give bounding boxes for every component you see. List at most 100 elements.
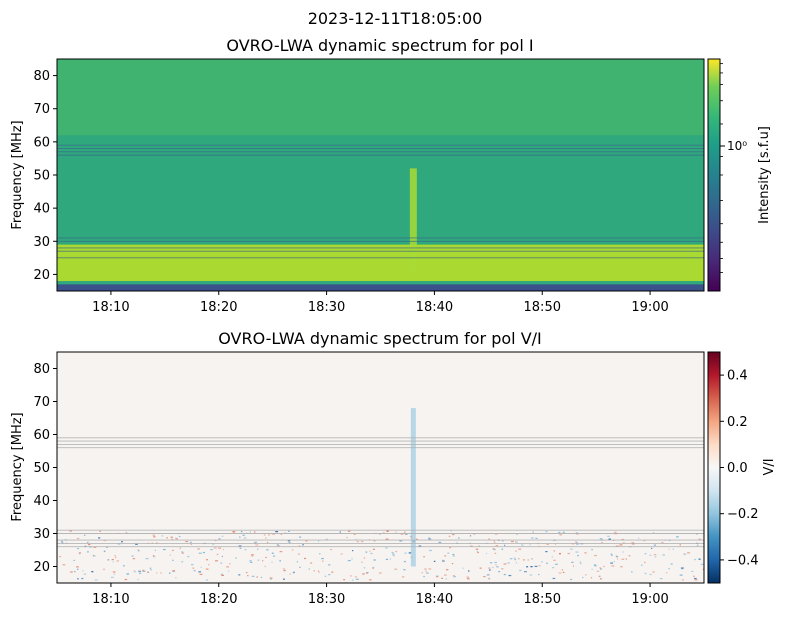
bottom-heatmap-speckle (670, 563, 673, 565)
bottom-heatmap-speckle (644, 572, 647, 575)
top-x-tick-label: 18:30 (308, 300, 345, 315)
bottom-heatmap-speckle (346, 536, 348, 539)
bottom-heatmap-speckle (523, 559, 525, 561)
bottom-heatmap-speckle (476, 551, 478, 553)
bottom-heatmap-speckle (98, 537, 101, 539)
bottom-heatmap-speckle (625, 558, 627, 560)
bottom-heatmap-speckle (226, 566, 230, 568)
bottom-heatmap-speckle (492, 548, 496, 551)
bottom-heatmap-speckle (610, 562, 614, 564)
bottom-heatmap-speckle (220, 573, 223, 575)
bottom-heatmap-speckle (515, 541, 517, 543)
bottom-heatmap-speckle (132, 558, 136, 560)
bottom-heatmap-speckle (365, 551, 368, 553)
bottom-heatmap-speckle (611, 565, 615, 567)
bottom-heatmap-speckle (421, 572, 423, 574)
bottom-heatmap-speckle (265, 549, 269, 551)
bottom-heatmap-speckle (190, 563, 194, 566)
bottom-heatmap-speckle (279, 550, 283, 553)
bottom-heatmap-speckle (603, 565, 605, 568)
bottom-heatmap-speckle (379, 533, 382, 535)
bottom-heatmap-speckle (134, 571, 137, 573)
bottom-heatmap-speckle (360, 540, 364, 543)
bottom-heatmap-speckle (385, 558, 389, 560)
bottom-heatmap-speckle (369, 550, 371, 552)
top-x-tick-label: 18:50 (524, 300, 561, 315)
bottom-heatmap-speckle (643, 540, 646, 542)
bottom-heatmap-speckle (210, 549, 213, 551)
bottom-heatmap-speckle (156, 572, 158, 574)
bottom-heatmap-speckle (150, 569, 152, 571)
bottom-heatmap-speckle (181, 552, 185, 554)
bottom-x-tick-label: 19:00 (631, 592, 668, 607)
bottom-heatmap-speckle (493, 540, 495, 542)
bottom-colorbar-ticks: −0.4 −0.2 0.0 0.2 0.4 (720, 369, 759, 568)
bottom-heatmap-speckle (268, 534, 270, 536)
bottom-heatmap-speckle (181, 551, 184, 553)
bottom-heatmap-speckle (284, 532, 286, 534)
bottom-heatmap-speckle (198, 552, 202, 554)
top-y-tick-label: 40 (33, 202, 50, 217)
bottom-heatmap-speckle (593, 563, 596, 566)
bottom-heatmap-speckle (288, 541, 291, 544)
bottom-heatmap-speckle (62, 564, 66, 566)
bottom-heatmap-speckle (111, 558, 114, 561)
bottom-heatmap-speckle (305, 540, 308, 542)
bottom-heatmap-speckle (641, 564, 643, 566)
bottom-heatmap-speckle (92, 554, 94, 557)
bottom-heatmap-speckle (238, 545, 242, 547)
bottom-heatmap-speckle (662, 554, 665, 556)
bottom-heatmap-speckle (599, 568, 602, 570)
bottom-heatmap-speckle (392, 553, 395, 555)
bottom-heatmap-speckle (77, 568, 79, 570)
bottom-heatmap-speckle (404, 531, 406, 533)
bottom-heatmap-speckle (575, 551, 579, 553)
bottom-heatmap-speckle (304, 557, 307, 560)
bottom-heatmap-speckle (444, 555, 447, 557)
top-y-tick-label: 30 (33, 235, 50, 250)
bottom-heatmap-speckle (277, 545, 280, 547)
bottom-x-ticks: 18:10 18:20 18:30 18:40 18:50 19:00 (92, 583, 669, 607)
bottom-heatmap-speckle (428, 538, 432, 540)
bottom-heatmap-speckle (529, 574, 533, 576)
top-x-tick-label: 18:20 (200, 300, 237, 315)
bottom-heatmap-speckle (596, 570, 600, 572)
bottom-heatmap-speckle (147, 571, 149, 573)
bottom-heatmap-speckle (451, 562, 454, 565)
bottom-heatmap-speckle (395, 531, 397, 533)
bottom-heatmap-speckle (644, 561, 646, 564)
bottom-heatmap-speckle (279, 560, 281, 562)
top-y-tick-label: 80 (33, 69, 50, 84)
bottom-heatmap-speckle (496, 566, 499, 568)
bottom-heatmap-speckle (423, 556, 425, 558)
bottom-heatmap-speckle (78, 552, 82, 554)
bottom-heatmap-speckle (576, 554, 579, 557)
bottom-heatmap-speckle (60, 540, 63, 542)
bottom-heatmap-speckle (378, 572, 382, 574)
bottom-heatmap-speckle (69, 571, 73, 573)
bottom-heatmap-speckle (569, 548, 573, 550)
bottom-heatmap-speckle (523, 571, 527, 573)
bottom-heatmap-speckle (562, 531, 565, 533)
bottom-y-tick-label: 50 (33, 461, 50, 476)
bottom-heatmap-speckle (579, 561, 581, 563)
bottom-heatmap-speckle (171, 538, 173, 540)
bottom-heatmap-speckle (508, 574, 512, 577)
bottom-heatmap-speckle (418, 545, 422, 547)
bottom-heatmap-speckle (362, 573, 365, 575)
bottom-colorbar-tick-label: −0.4 (727, 553, 759, 568)
bottom-heatmap-speckle (435, 575, 439, 577)
bottom-heatmap-speckle (58, 555, 62, 558)
bottom-heatmap-speckle (679, 574, 683, 576)
bottom-heatmap-speckle (200, 566, 202, 568)
bottom-heatmap-speckle (288, 530, 290, 532)
bottom-heatmap-speckle (153, 556, 156, 558)
bottom-heatmap-speckle (215, 560, 218, 562)
bottom-heatmap-speckle (152, 534, 155, 536)
bottom-heatmap-speckle (599, 538, 603, 540)
bottom-heatmap-speckle (426, 572, 429, 574)
bottom-colorbar (707, 351, 721, 584)
bottom-y-tick-label: 70 (33, 395, 50, 410)
bottom-heatmap-speckle (355, 538, 357, 541)
bottom-heatmap-speckle (392, 554, 395, 557)
